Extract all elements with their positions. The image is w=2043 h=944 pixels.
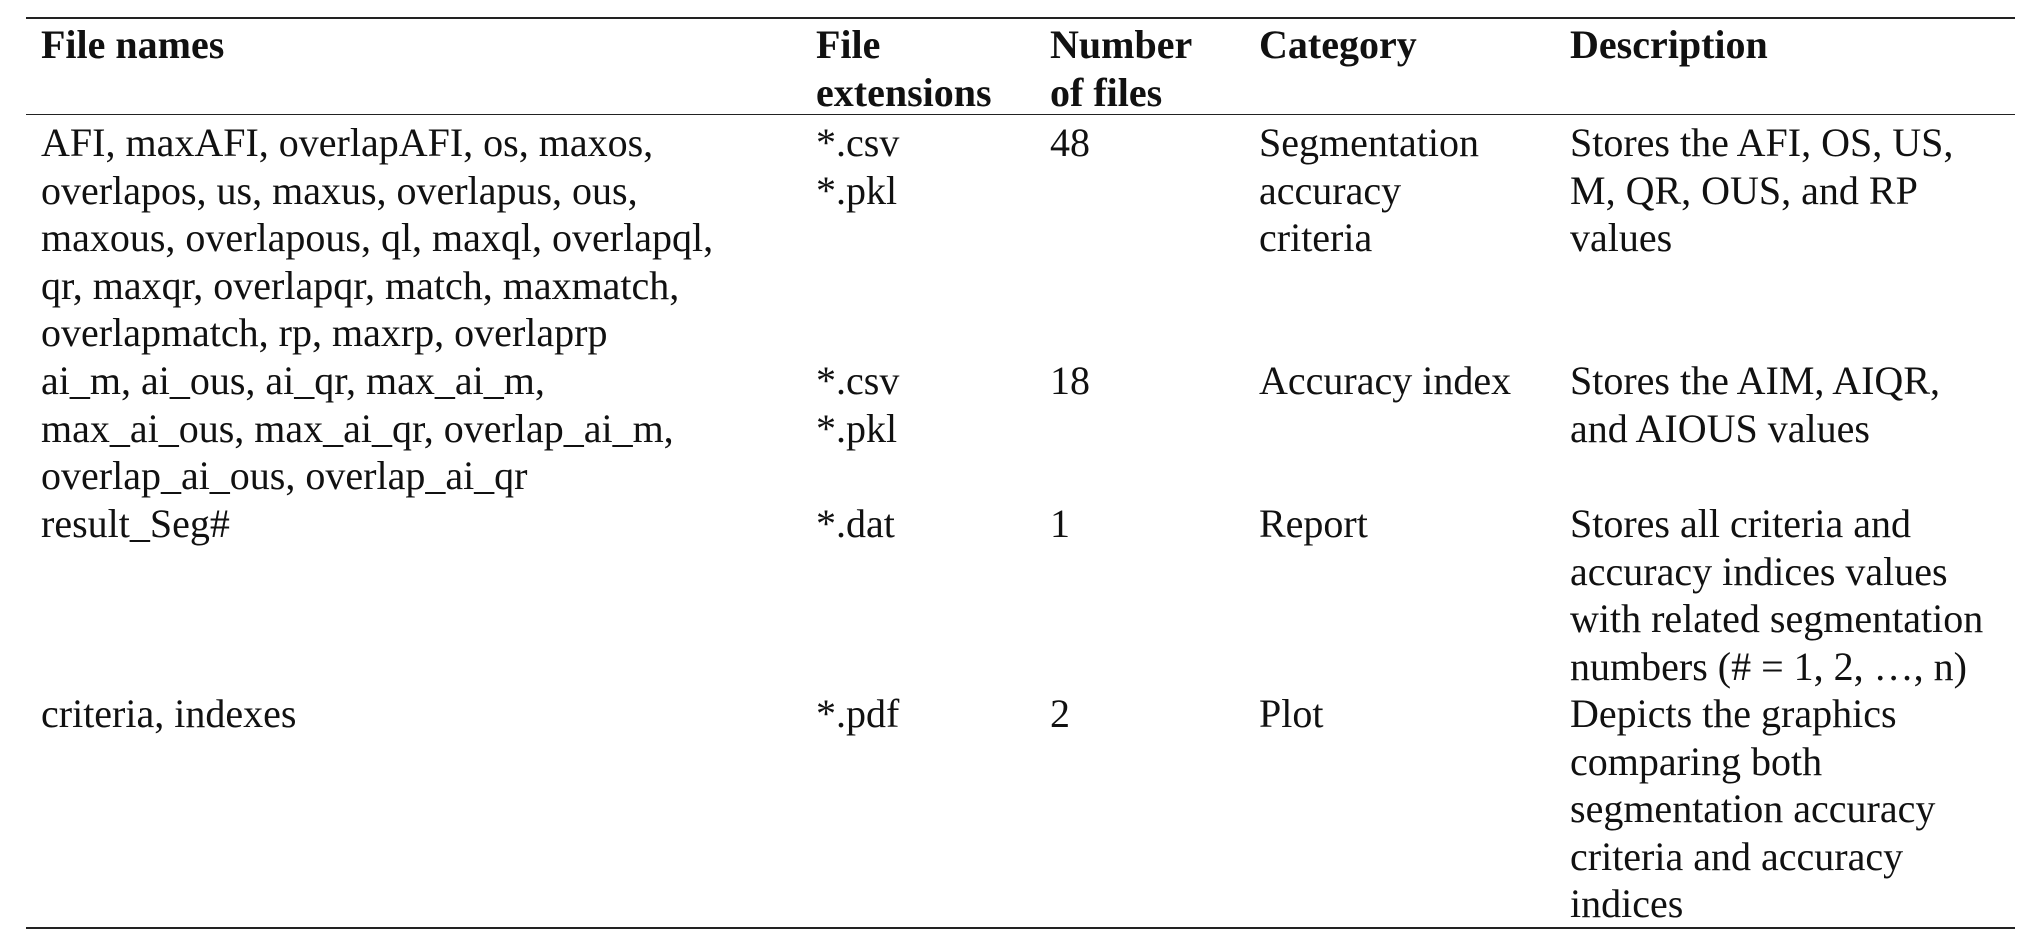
table-row-4-number-of-files: 2	[1050, 691, 1070, 736]
table-row-3-file-names: result_Seg#	[41, 501, 230, 546]
header-description: Description	[1570, 22, 1768, 67]
table-row-3-description: Stores all criteria and accuracy indices…	[1570, 501, 1984, 689]
table-row-1-description: Stores the AFI, OS, US, M, QR, OUS, and …	[1570, 120, 1954, 260]
table-row-2-category: Accuracy index	[1259, 358, 1512, 403]
table-row-1-file-names: AFI, maxAFI, overlapAFI, os, maxos, over…	[41, 120, 714, 355]
table-row-2-file-extensions: *.csv *.pkl	[816, 358, 900, 451]
table-row-3-file-extensions: *.dat	[816, 501, 895, 546]
table-row-2-number-of-files: 18	[1050, 358, 1090, 403]
table-row-4-file-extensions: *.pdf	[816, 691, 900, 736]
header-file-extensions: File extensions	[816, 22, 992, 115]
table-row-3-category: Report	[1259, 501, 1368, 546]
table-row-3-number-of-files: 1	[1050, 501, 1070, 546]
table-row-4-file-names: criteria, indexes	[41, 691, 297, 736]
table-row-4-category: Plot	[1259, 691, 1324, 736]
table-row-2-file-names: ai_m, ai_ous, ai_qr, max_ai_m, max_ai_ou…	[41, 358, 674, 498]
table-row-4-description: Depicts the graphics comparing both segm…	[1570, 691, 1936, 926]
table-bottom-rule	[26, 927, 2015, 929]
table-top-rule	[26, 17, 2015, 19]
header-file-names: File names	[41, 22, 225, 67]
table-row-1-number-of-files: 48	[1050, 120, 1090, 165]
table-row-1-file-extensions: *.csv *.pkl	[816, 120, 900, 213]
table-header-rule	[26, 114, 2015, 115]
table-row-2-description: Stores the AIM, AIQR, and AIOUS values	[1570, 358, 1940, 451]
header-category: Category	[1259, 22, 1417, 67]
header-number-of-files: Number of files	[1050, 22, 1193, 115]
table-row-1-category: Segmentation accuracy criteria	[1259, 120, 1479, 260]
